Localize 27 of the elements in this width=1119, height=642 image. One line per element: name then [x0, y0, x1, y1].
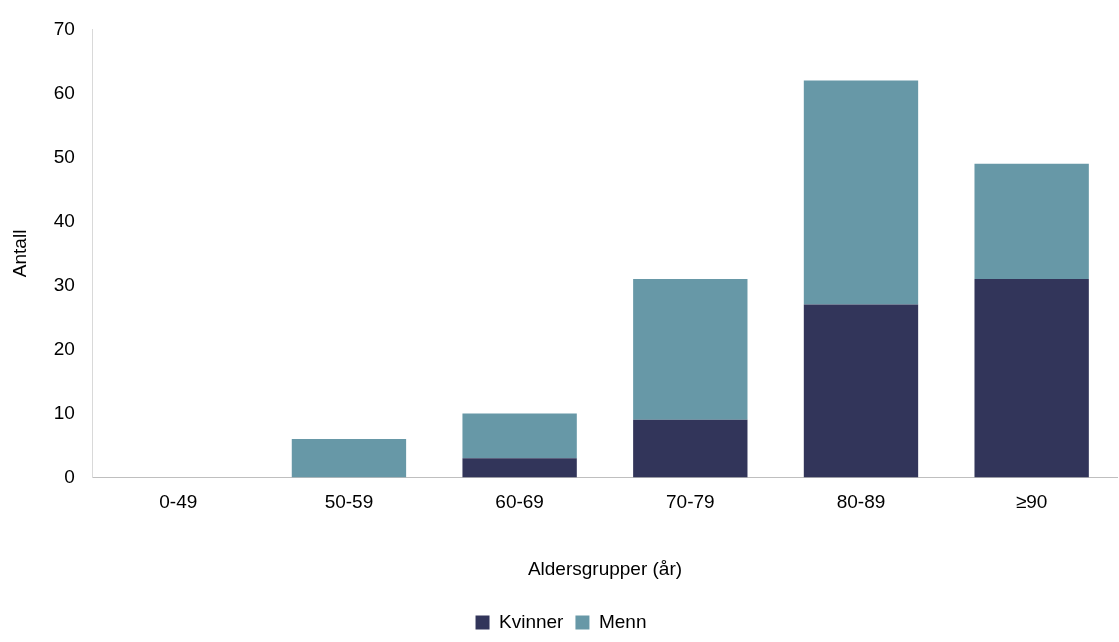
x-tick-label: 60-69	[495, 491, 544, 513]
y-tick-label: 20	[53, 337, 75, 359]
y-tick-label: 50	[53, 145, 75, 167]
bar	[803, 304, 919, 478]
bar	[633, 279, 748, 420]
y-tick-label: 10	[53, 401, 75, 423]
bar	[462, 458, 577, 478]
bar	[974, 163, 1089, 279]
bar	[291, 439, 407, 478]
y-tick-label: 70	[53, 17, 75, 39]
y-tick-label: 40	[53, 209, 75, 231]
x-axis-title: Aldersgrupper (år)	[527, 557, 683, 579]
y-tick-label: 60	[53, 81, 75, 103]
legend-label: Menn	[598, 610, 647, 632]
bar	[974, 279, 1089, 478]
y-tick-label: 0	[64, 465, 75, 487]
x-tick-label: 70-79	[666, 491, 715, 513]
x-tick-label: 50-59	[324, 491, 374, 513]
bar	[633, 419, 748, 478]
x-tick-label: ≥90	[1015, 491, 1048, 513]
y-axis-title: Antall	[8, 229, 30, 278]
x-tick-label: 80-89	[836, 491, 886, 513]
bar	[462, 413, 577, 459]
y-tick-label: 30	[53, 273, 75, 295]
bar	[803, 80, 919, 305]
legend-label: Kvinner	[499, 610, 565, 632]
x-tick-label: 0-49	[159, 491, 198, 513]
